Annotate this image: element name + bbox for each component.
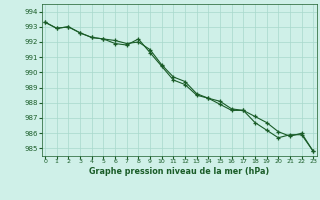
X-axis label: Graphe pression niveau de la mer (hPa): Graphe pression niveau de la mer (hPa): [89, 167, 269, 176]
